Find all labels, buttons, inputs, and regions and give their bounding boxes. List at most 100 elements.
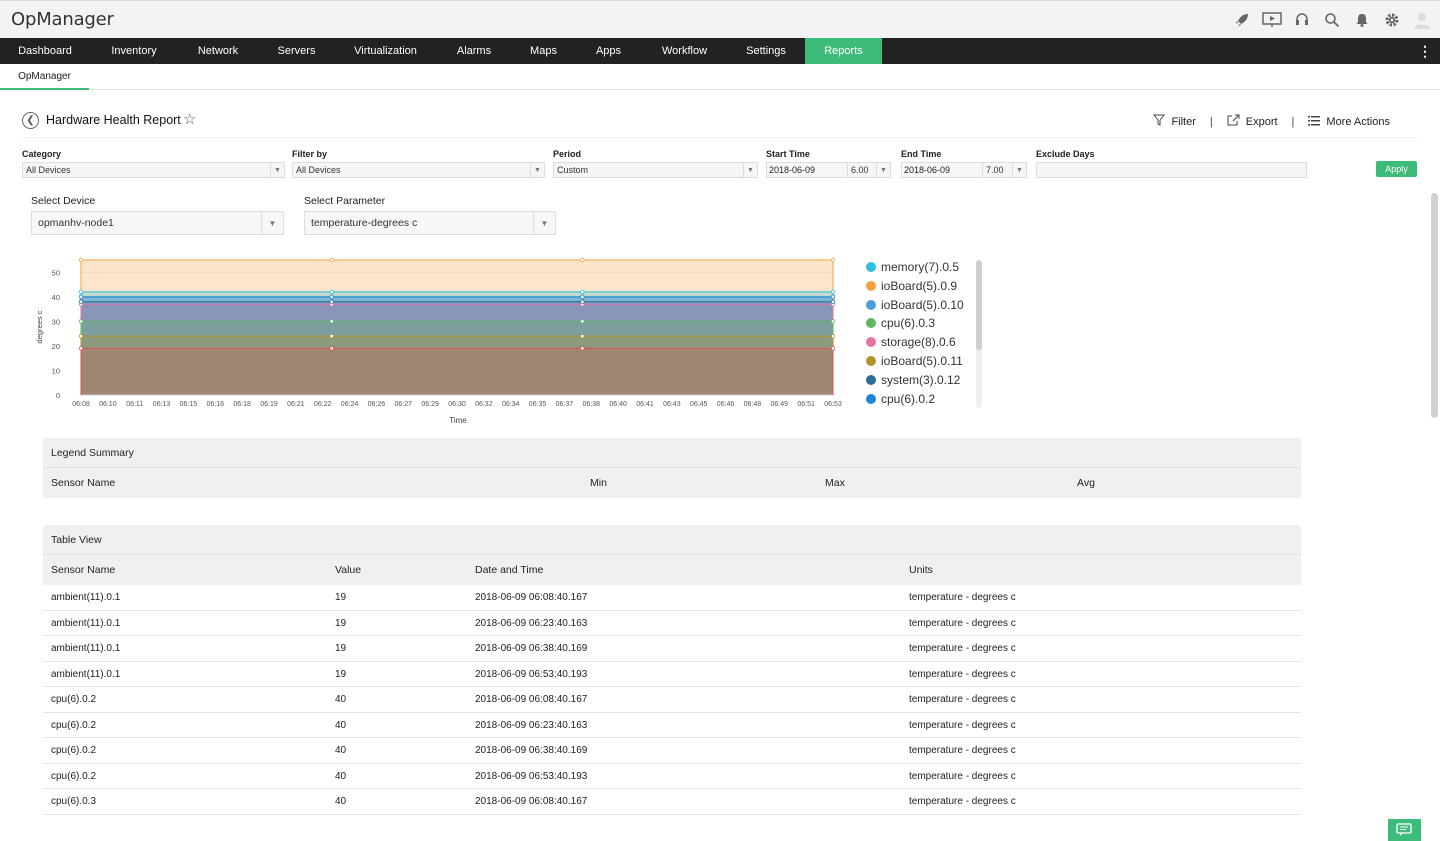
select-parameter-label: Select Parameter [304,195,386,207]
page-scrollbar[interactable] [1431,193,1438,418]
monitor-icon[interactable] [1260,9,1284,31]
col-date-time: Date and Time [475,564,544,576]
legend-scrollbar[interactable] [976,260,982,408]
export-icon [1227,114,1240,129]
cell-units: temperature - degrees c [909,745,1016,756]
legend-item[interactable]: storage(8).0.6 [866,335,956,349]
legend-label: ioBoard(5).0.10 [881,297,964,312]
col-min: Min [590,477,607,489]
start-date-input[interactable]: 2018-06-09 [766,162,848,178]
tab-opmanager[interactable]: OpManager [0,64,89,90]
parameter-select[interactable]: temperature-degrees c ▼ [304,211,556,235]
back-icon[interactable]: ❮ [22,112,39,129]
nav-virtualization[interactable]: Virtualization [354,45,417,57]
start-hour-select[interactable]: 6.00 ▼ [847,162,891,178]
legend-dot [866,262,876,272]
nav-workflow[interactable]: Workflow [661,45,708,57]
chevron-down-icon: ▼ [270,163,284,177]
bell-icon[interactable] [1350,9,1374,31]
nav-settings[interactable]: Settings [746,45,786,57]
device-select[interactable]: opmanhv-node1 ▼ [31,211,284,235]
legend-item[interactable]: cpu(6).0.3 [866,316,935,330]
rocket-icon[interactable] [1230,9,1254,31]
table-view-panel: Table View Sensor Name Value Date and Ti… [43,525,1301,815]
cell-value: 40 [335,719,347,731]
user-icon[interactable] [1410,9,1434,31]
table-row: ambient(11).0.1 19 2018-06-09 06:53:40.193… [43,662,1301,687]
data-point [830,294,836,300]
period-select[interactable]: Custom ▼ [553,162,758,178]
category-select[interactable]: All Devices ▼ [22,162,285,178]
end-date-input[interactable]: 2018-06-09 [901,162,983,178]
filter-button[interactable]: Filter [1153,114,1196,129]
legend-item[interactable]: ioBoard(5).0.10 [866,298,964,312]
legend-item[interactable]: ioBoard(5).0.11 [866,354,963,368]
app-logo[interactable]: OpManager [11,9,114,30]
more-options-icon[interactable]: ⋮ [1418,43,1432,59]
cell-value: 40 [335,694,347,705]
data-point [329,299,334,304]
table-view-title: Table View [43,525,1301,555]
more-actions-label: More Actions [1326,115,1390,128]
nav-dashboard[interactable]: Dashboard [18,45,72,57]
legend-dot [866,280,876,291]
nav-maps[interactable]: Maps [530,45,557,57]
parameter-value: temperature-degrees c [311,217,418,229]
filterby-select[interactable]: All Devices ▼ [292,162,545,178]
legend-item[interactable]: memory(7).0.5 [866,260,959,274]
legend-label: memory(7).0.5 [881,260,960,274]
select-device-label: Select Device [31,195,96,207]
col-max: Max [825,477,845,489]
scrollbar-thumb[interactable] [976,260,982,350]
x-axis-label: Time [449,416,467,425]
search-icon[interactable] [1320,9,1344,31]
nav-servers[interactable]: Servers [277,45,316,57]
gear-icon[interactable] [1380,9,1404,31]
filter-icon [1153,114,1166,129]
table-row: cpu(6).0.2 40 2018-06-09 06:53:40.193 tempe… [43,764,1301,789]
data-point [580,346,585,351]
legend-item[interactable]: cpu(6).0.2 [866,392,935,406]
legend-item[interactable]: ioBoard(5).0.9 [866,279,957,293]
legend-summary-header: Sensor Name Min Max Avg [43,468,1301,498]
list-icon [1308,115,1321,129]
legend-dot [866,337,876,348]
star-icon[interactable]: ☆ [183,111,197,128]
legend-summary-title: Legend Summary [43,438,1301,468]
exclude-days-label: Exclude Days [1036,149,1095,159]
data-point [78,299,84,304]
legend-item[interactable]: system(3).0.12 [866,373,960,387]
nav-reports[interactable]: Reports [805,38,882,64]
cell-value: 40 [335,745,347,756]
nav-apps[interactable]: Apps [595,45,622,57]
x-tick-label: 06:34 [502,401,520,408]
export-button[interactable]: Export [1227,114,1278,129]
data-point [329,257,334,263]
period-label: Period [553,149,582,159]
separator: | [1209,115,1213,128]
apply-button[interactable]: Apply [1376,161,1417,177]
data-point [78,289,84,295]
x-tick-label: 06:46 [717,401,735,408]
exclude-days-input[interactable] [1036,162,1307,178]
legend-dot [866,299,876,310]
nav-alarms[interactable]: Alarms [456,45,492,57]
headset-icon[interactable] [1290,9,1314,31]
col-avg: Avg [1077,477,1095,489]
more-actions-button[interactable]: More Actions [1308,115,1390,129]
table-row: cpu(6).0.3 40 2018-06-09 06:08:40.167 tempe… [43,789,1301,815]
cell-value: 19 [335,592,347,603]
end-hour-select[interactable]: 7.00 ▼ [982,162,1027,178]
nav-network[interactable]: Network [197,45,239,57]
data-point [830,346,836,351]
end-time-label: End Time [901,149,942,159]
category-value: All Devices [26,165,71,175]
cell-units: temperature - degrees c [909,617,1016,629]
x-tick-label: 06:13 [153,401,171,408]
x-tick-label: 06:16 [207,401,225,408]
legend-dot [866,393,876,404]
chat-icon[interactable] [1388,819,1421,841]
y-tick-label: 10 [52,366,60,375]
category-label: Category [22,149,62,159]
nav-inventory[interactable]: Inventory [111,45,157,57]
